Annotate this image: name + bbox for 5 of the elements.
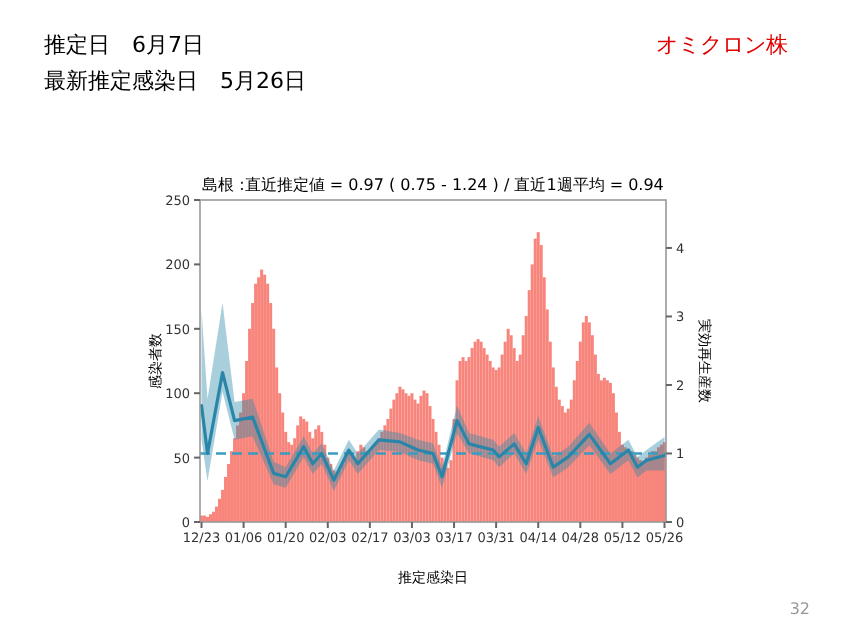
text: 最新推定感染日 5月26日 <box>44 68 306 94</box>
text: 推定日 6月7日 <box>44 32 204 58</box>
text: 32 <box>789 600 810 618</box>
text: オミクロン株 <box>656 32 788 58</box>
chart-title: 島根 :直近推定値 = 0.97 ( 0.75 - 1.24 ) / 直近1週平均 = 0.94 <box>202 176 664 194</box>
